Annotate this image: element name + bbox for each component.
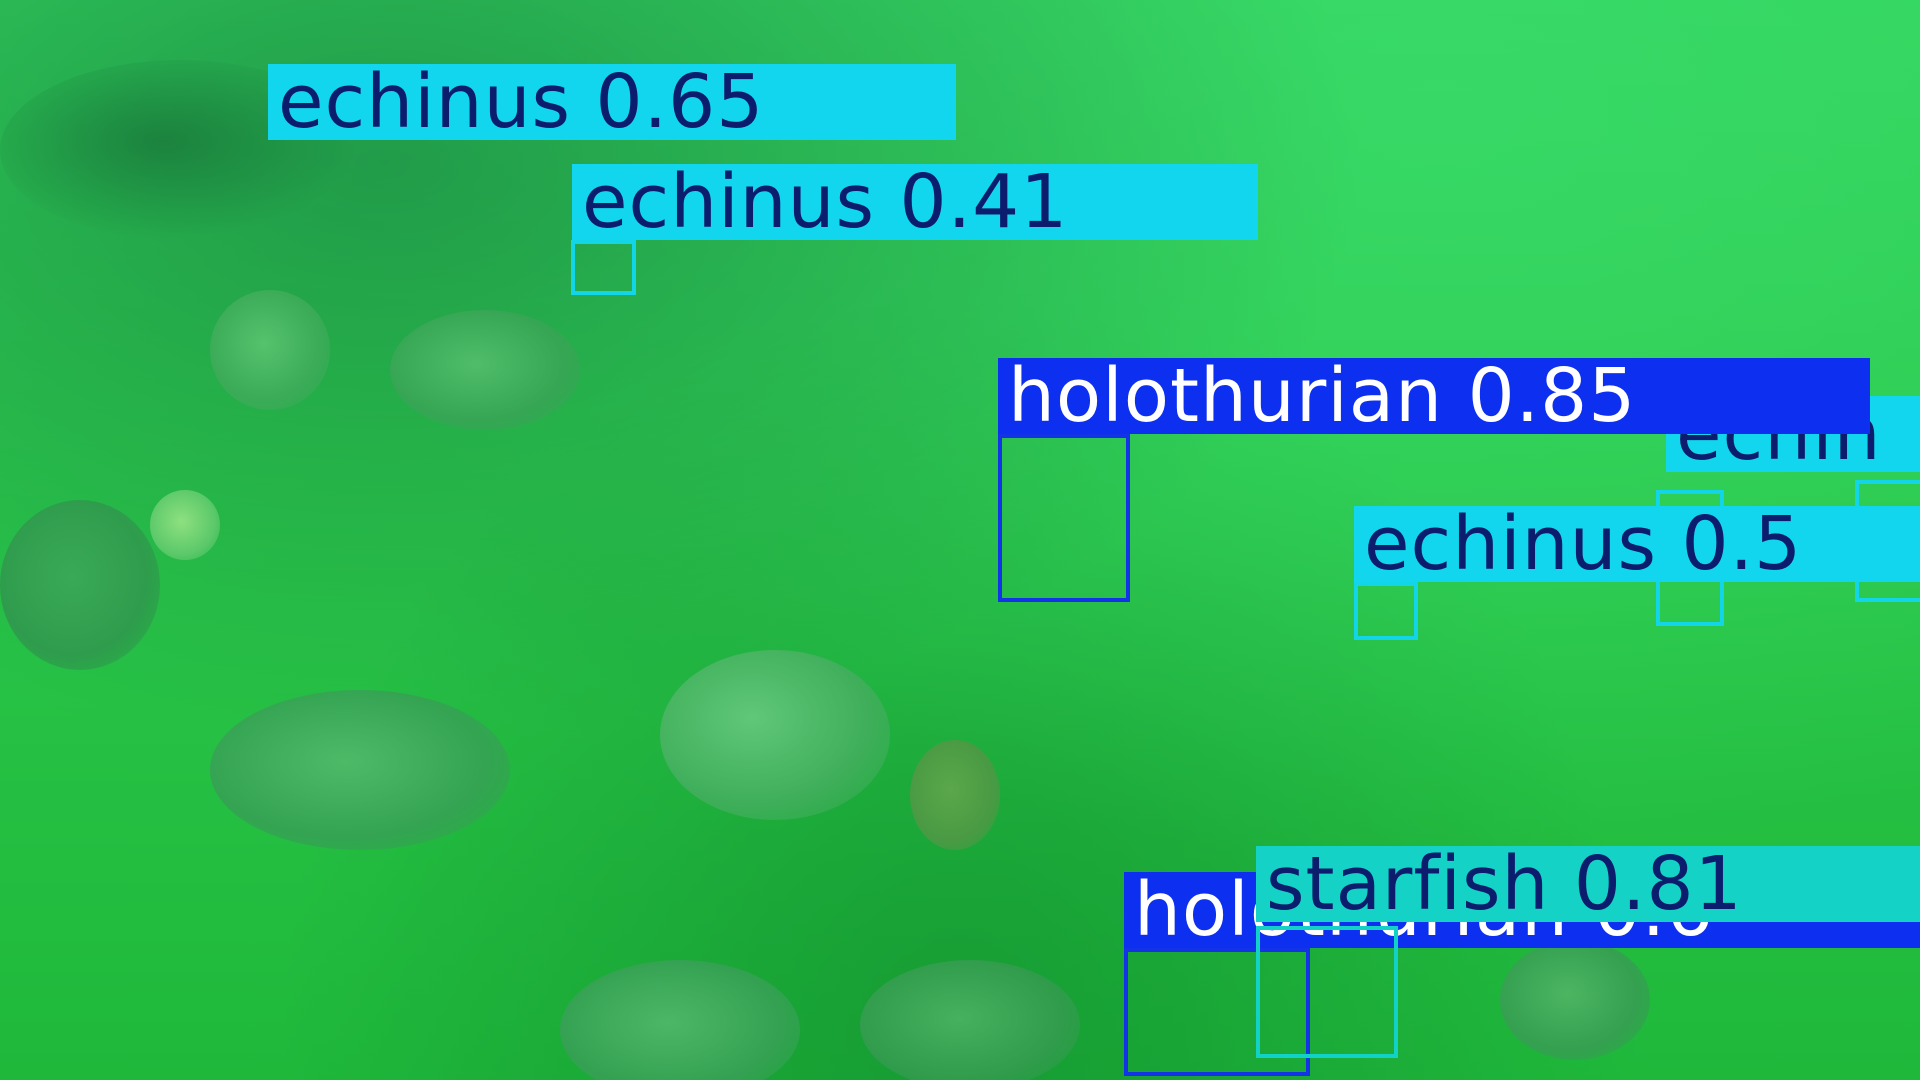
detection-box-echinus	[1354, 582, 1418, 640]
rock	[390, 310, 580, 430]
detection-box-holothurian	[998, 434, 1130, 602]
detection-box-echinus	[571, 240, 636, 295]
detection-label-echinus: echinus 0.5	[1354, 506, 1920, 582]
detection-label-holothurian: holothurian 0.85	[998, 358, 1870, 434]
rock	[560, 960, 800, 1080]
detection-label-echinus: echinus 0.65	[268, 64, 956, 140]
rock	[210, 690, 510, 850]
rock	[910, 740, 1000, 850]
rock	[660, 650, 890, 820]
rock	[0, 500, 160, 670]
detection-box-holothurian	[1124, 948, 1310, 1076]
rock	[1500, 940, 1650, 1060]
rock	[860, 960, 1080, 1080]
detection-label-echinus: echinus 0.41	[572, 164, 1258, 240]
detection-label-starfish: starfish 0.81	[1256, 846, 1920, 922]
rock	[150, 490, 220, 560]
detection-box-starfish	[1256, 926, 1398, 1058]
rock	[210, 290, 330, 410]
